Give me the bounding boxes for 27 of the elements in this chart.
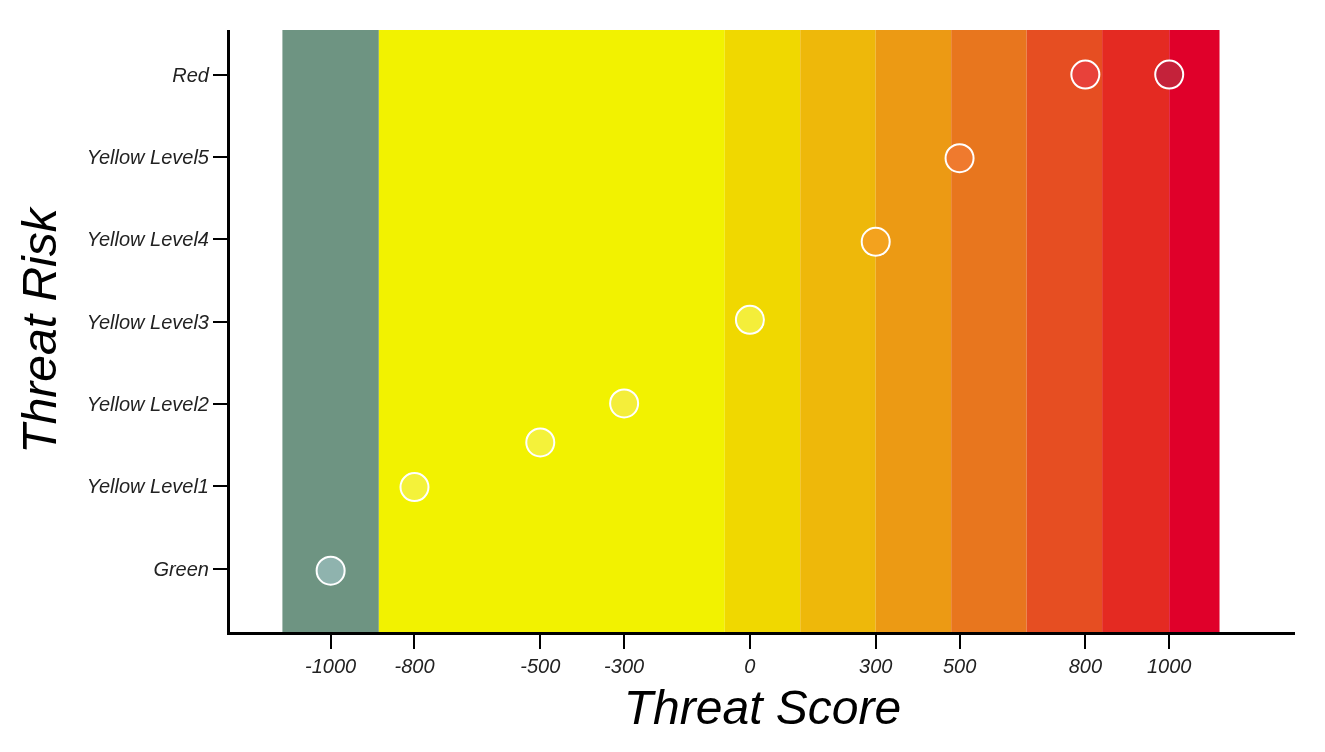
- y-axis-title: Threat Risk: [13, 205, 67, 454]
- point: [860, 226, 891, 257]
- x-tick-label: -300: [604, 655, 645, 677]
- x-tick-label: 800: [1068, 655, 1103, 677]
- category-label: Yellow Level4: [86, 228, 209, 251]
- point: [609, 388, 640, 419]
- x-axis-title: Threat Score: [623, 681, 902, 735]
- x-tick-label: -1000: [305, 655, 357, 677]
- x-tick-label: 1000: [1146, 655, 1192, 677]
- category-label: Yellow Level5: [86, 145, 209, 168]
- point: [525, 427, 556, 458]
- x-tick-label: 0: [744, 655, 756, 677]
- category-label: Green: [153, 557, 209, 580]
- x-tick-label: -800: [394, 655, 435, 677]
- category-label: Yellow Level3: [86, 310, 209, 333]
- x-tick-label: 300: [859, 655, 893, 677]
- point: [944, 143, 975, 174]
- category-label: Red: [172, 63, 209, 86]
- point: [1070, 59, 1101, 90]
- point: [399, 472, 430, 503]
- x-tick-label: -500: [520, 655, 561, 677]
- point: [315, 555, 346, 586]
- point: [734, 304, 765, 335]
- category-label: Yellow Level1: [86, 475, 209, 498]
- category-label: Yellow Level2: [86, 392, 209, 415]
- x-tick-label: 500: [942, 655, 977, 677]
- point: [1154, 59, 1185, 90]
